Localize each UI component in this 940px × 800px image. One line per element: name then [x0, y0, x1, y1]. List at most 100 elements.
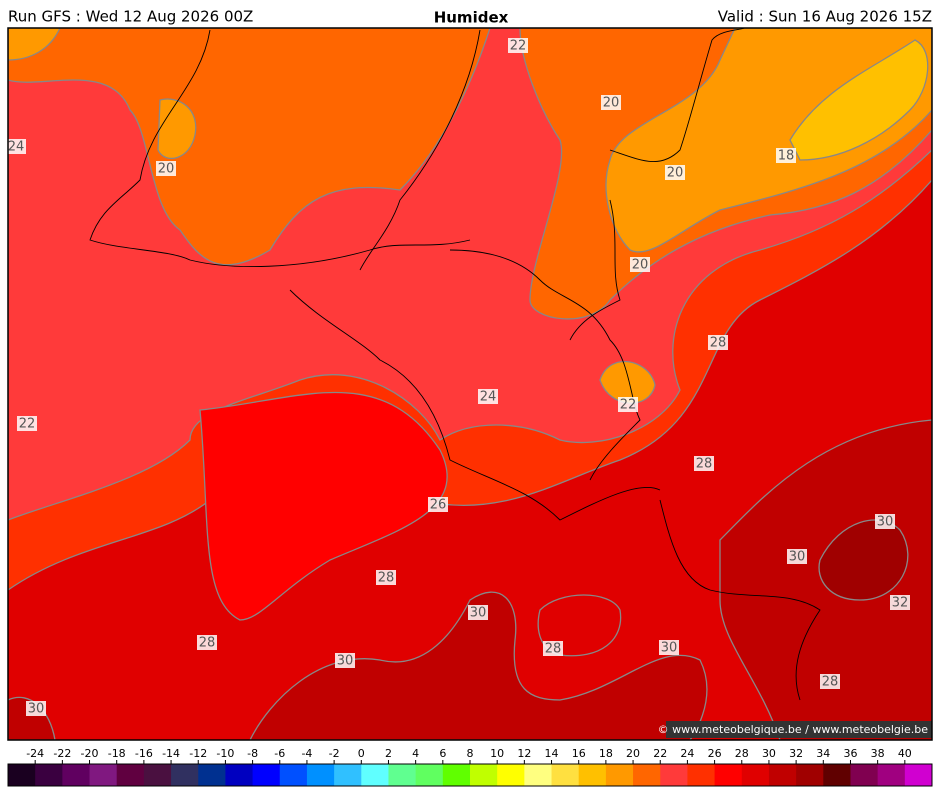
colorbar-swatch [687, 764, 716, 786]
colorbar-label: 30 [762, 747, 776, 760]
colorbar-swatch [524, 764, 553, 786]
colorbar-label: 14 [545, 747, 559, 760]
contour-label-bg [665, 165, 685, 180]
contour-label: 24 [480, 390, 497, 405]
contour-label: 30 [28, 702, 45, 717]
contour-label-bg [508, 38, 528, 53]
colorbar-label: 12 [517, 747, 531, 760]
colorbar-label: 20 [626, 747, 640, 760]
colorbar-label: -20 [81, 747, 99, 760]
colorbar-swatch [605, 764, 634, 786]
colorbar-label: -14 [162, 747, 180, 760]
colorbar-swatch [279, 764, 308, 786]
contour-label: 30 [877, 515, 894, 530]
contour-label: 20 [158, 162, 175, 177]
colorbar-swatch [225, 764, 254, 786]
contour-label-bg [478, 389, 498, 404]
contour-label-bg [468, 605, 488, 620]
colorbar-label: 0 [358, 747, 365, 760]
contour-label: 20 [667, 166, 684, 181]
contour-label: 22 [510, 39, 527, 54]
contour-label-bg [6, 139, 26, 154]
contour-label: 28 [378, 571, 395, 586]
contour-label-bg [630, 257, 650, 272]
contour-label: 20 [632, 258, 649, 273]
colorbar-label: -6 [274, 747, 285, 760]
contour-label: 20 [603, 96, 620, 111]
colorbar-swatch [904, 764, 933, 786]
colorbar-swatch [198, 764, 226, 786]
colorbar-label: 26 [708, 747, 722, 760]
colorbar-swatch [768, 764, 797, 786]
colorbar-label: 40 [898, 747, 912, 760]
colorbar-label: 34 [816, 747, 830, 760]
contour-label-bg [890, 595, 910, 610]
colorbar-label: -4 [301, 747, 312, 760]
colorbar-swatch [8, 764, 36, 786]
colorbar-label: -24 [26, 747, 44, 760]
contour-label-bg [428, 497, 448, 512]
contour-label-bg [156, 161, 176, 176]
colorbar-swatch [551, 764, 580, 786]
contour-label: 22 [19, 417, 36, 432]
colorbar-label: 18 [599, 747, 613, 760]
contour-label-bg [659, 640, 679, 655]
contour-label: 22 [620, 398, 637, 413]
colorbar-swatch [660, 764, 688, 786]
map-fields [8, 28, 932, 740]
borders [89, 27, 821, 701]
colorbar-swatch [714, 764, 743, 786]
copyright: © www.meteobelgique.be / www.meteobelgie… [658, 723, 929, 736]
colorbar-label: -8 [247, 747, 258, 760]
colorbar-swatch [877, 764, 906, 786]
colorbar-swatch [116, 764, 145, 786]
colorbar-swatch [252, 764, 281, 786]
colorbar-label: 4 [412, 747, 419, 760]
colorbar-swatch [823, 764, 851, 786]
contour-label: 28 [696, 457, 713, 472]
contour-label: 30 [337, 654, 354, 669]
contour-label: 24 [8, 140, 25, 155]
contour-label: 28 [710, 336, 727, 351]
colorbar-label: 36 [843, 747, 857, 760]
colorbar-label: -16 [135, 747, 153, 760]
colorbar-swatch [442, 764, 471, 786]
contour-label-bg [875, 514, 895, 529]
colorbar-label: 8 [467, 747, 474, 760]
colorbar-label: 28 [735, 747, 749, 760]
colorbar-swatch [415, 764, 444, 786]
colorbar-label: -22 [53, 747, 71, 760]
colorbar-swatch [741, 764, 770, 786]
contour-label-bg [601, 95, 621, 110]
colorbar-label: -10 [216, 747, 234, 760]
colorbar-swatch [470, 764, 498, 786]
colorbar-swatch [62, 764, 91, 786]
colorbar-label: 22 [653, 747, 667, 760]
colorbar-label: 32 [789, 747, 803, 760]
colorbar-swatch [578, 764, 607, 786]
contour-label: 28 [545, 642, 562, 657]
colorbar-swatch [89, 764, 118, 786]
valid-info: Valid : Sun 16 Aug 2026 15Z [718, 8, 932, 26]
contour-label-bg [618, 397, 638, 412]
contour-label: 30 [661, 641, 678, 656]
colorbar-label: -2 [329, 747, 340, 760]
colorbar-swatch [334, 764, 362, 786]
colorbar-swatch [633, 764, 661, 786]
colorbar-swatch [850, 764, 879, 786]
colorbar-label: 2 [385, 747, 392, 760]
contour-label: 28 [822, 675, 839, 690]
colorbar-swatch [388, 764, 417, 786]
contour-label-bg [708, 335, 728, 350]
contour-label-bg [197, 635, 217, 650]
colorbar-label: 16 [572, 747, 586, 760]
colorbar-swatch [306, 764, 335, 786]
colorbar-swatch [361, 764, 389, 786]
contour-label-bg [376, 570, 396, 585]
map-frame [7, 27, 933, 741]
colorbar-label: 24 [680, 747, 694, 760]
contour-label-bg [694, 456, 714, 471]
contour-label-bg [17, 416, 37, 431]
colorbar-swatch [171, 764, 199, 786]
